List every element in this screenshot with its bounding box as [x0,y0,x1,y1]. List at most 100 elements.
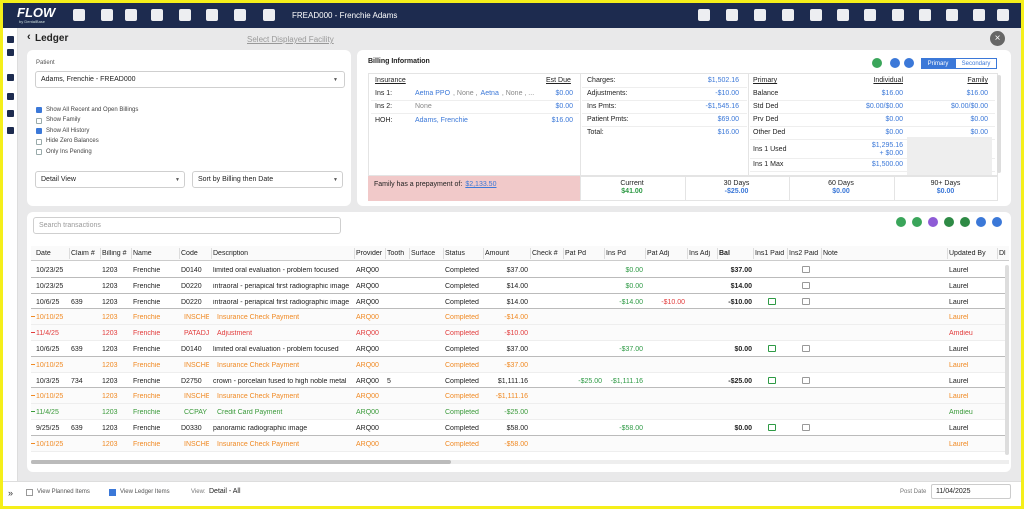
toolbar-icon[interactable] [837,9,849,21]
tool-button[interactable] [944,217,954,227]
view-button[interactable] [904,58,914,68]
column-header[interactable]: Check # [532,250,558,257]
toolbar-icon[interactable] [754,9,766,21]
nav-icon[interactable] [101,9,113,21]
footer-checkbox[interactable] [26,489,33,496]
sort-select[interactable]: Sort by Billing then Date [192,171,343,188]
row-bg[interactable] [31,372,1009,389]
row-bg[interactable] [31,435,1009,452]
column-header[interactable]: Claim # [71,250,95,257]
column-header[interactable]: Ins Adj [689,250,711,257]
side-icon[interactable] [7,74,14,81]
select-caret[interactable]: ▼ [333,177,338,183]
column-header[interactable]: Amount [485,250,510,257]
ins-link[interactable]: Aetna PPO [415,90,451,97]
column-header[interactable]: Provider [356,250,383,257]
nav-icon[interactable] [263,9,275,21]
column-header[interactable]: Date [36,250,51,257]
column-header[interactable]: Name [133,250,152,257]
row-bg[interactable] [31,388,1009,405]
nav-icon[interactable] [151,9,163,21]
toolbar-icon[interactable] [892,9,904,21]
toolbar-icon[interactable] [997,9,1009,21]
view-value[interactable]: Detail - All [209,488,241,495]
column-header[interactable]: Updated By [949,250,986,257]
toolbar-icon[interactable] [782,9,794,21]
toolbar-icon[interactable] [810,9,822,21]
nav-icon[interactable] [73,9,85,21]
row-bg[interactable] [31,293,1009,310]
option-label[interactable]: Show All Recent and Open Billings [46,106,139,113]
nav-icon[interactable] [179,9,191,21]
side-icon[interactable] [7,93,14,100]
logo[interactable]: FLOW [17,5,56,20]
select-caret[interactable]: ▼ [175,177,180,183]
option-checkbox[interactable] [36,138,42,145]
toolbar-icon[interactable] [919,9,931,21]
tool-button[interactable] [896,217,906,227]
option-checkbox[interactable] [36,117,42,124]
tab-button[interactable]: Primary [921,58,955,69]
tab-button[interactable]: Secondary [955,58,997,69]
option-label[interactable]: Hide Zero Balances [46,138,99,145]
close-button[interactable]: × [990,31,1005,46]
column-header[interactable]: Tooth [387,250,405,257]
column-header[interactable]: Code [181,250,198,257]
view-select[interactable]: Detail View [35,171,185,188]
row-bg[interactable] [31,262,1009,278]
toolbar-icon[interactable] [726,9,738,21]
toolbar-icon[interactable] [864,9,876,21]
prepayment-amount[interactable]: $2,133.50 [465,181,497,188]
add-button[interactable] [872,58,882,68]
toolbar-icon[interactable] [698,9,710,21]
row-bg[interactable] [31,325,1009,341]
nav-icon[interactable] [125,9,137,21]
tool-button[interactable] [960,217,970,227]
column-header[interactable]: Surface [411,250,436,257]
column-header[interactable]: Bal [719,250,730,257]
search-input[interactable]: Search transactions [33,217,341,234]
side-icon[interactable] [7,36,14,43]
footer-option[interactable]: View Ledger Items [120,489,170,495]
nav-icon[interactable] [234,9,246,21]
tool-button[interactable] [992,217,1002,227]
column-header[interactable]: Description [213,250,249,257]
column-header[interactable]: Ins2 Paid [789,250,819,257]
column-header[interactable]: Ins Pd [606,250,626,257]
h-scroll-thumb[interactable] [31,460,451,464]
post-date-input[interactable]: 11/04/2025 [931,484,1011,499]
column-header[interactable]: Ins1 Paid [755,250,785,257]
facility-select[interactable]: Select Displayed Facility [247,35,334,44]
column-header[interactable]: Dl [999,250,1006,257]
option-label[interactable]: Only Ins Pending [46,148,92,155]
footer-checkbox[interactable] [109,489,116,496]
side-icon[interactable] [7,110,14,117]
toolbar-icon[interactable] [973,9,985,21]
row-bg[interactable] [31,356,1009,373]
v-scrollbar[interactable] [1005,265,1009,455]
tool-button[interactable] [912,217,922,227]
toolbar-icon[interactable] [946,9,958,21]
v-scrollbar[interactable] [997,75,1001,173]
column-header[interactable]: Billing # [102,250,127,257]
row-bg[interactable] [31,420,1009,436]
option-checkbox checked[interactable] [36,128,42,135]
patient-select[interactable]: Adams, Frenchie - FREAD000 [35,71,345,88]
column-header[interactable]: Note [823,250,838,257]
column-header[interactable]: Pat Adj [647,250,670,257]
option-checkbox[interactable] [36,149,42,156]
back-arrow[interactable]: ‹ [27,31,31,43]
side-icon[interactable] [7,127,14,134]
option-label[interactable]: Show All History [46,127,90,134]
nav-icon[interactable] [206,9,218,21]
ins-link[interactable]: Adams, Frenchie [415,116,468,124]
tool-button[interactable] [928,217,938,227]
footer-option[interactable]: View Planned Items [37,489,90,495]
row-bg[interactable] [31,341,1009,357]
copy-button[interactable] [890,58,900,68]
row-bg[interactable] [31,404,1009,420]
column-header[interactable]: Pat Pd [565,250,587,257]
h-scrollbar[interactable] [31,460,1009,464]
select-caret[interactable]: ▼ [333,77,338,83]
option-label[interactable]: Show Family [46,117,81,124]
